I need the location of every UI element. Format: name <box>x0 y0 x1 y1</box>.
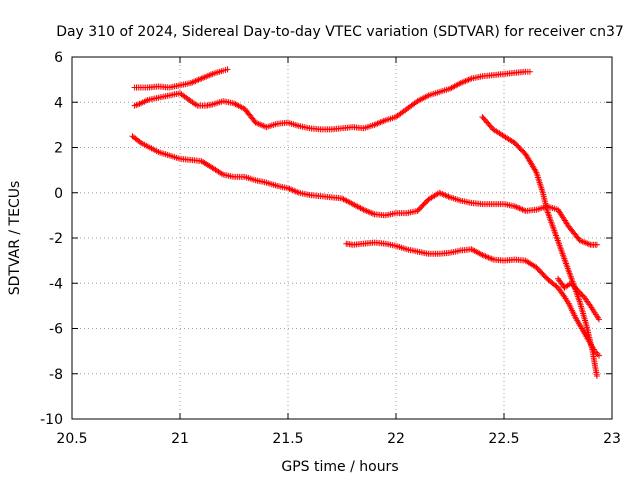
y-tick-label: -6 <box>49 322 63 338</box>
data-point <box>573 285 580 292</box>
series-trace-c <box>129 133 600 248</box>
data-point <box>571 284 578 291</box>
series-trace-a <box>131 66 231 91</box>
y-tick-label: 2 <box>54 141 63 157</box>
chart-title: Day 310 of 2024, Sidereal Day-to-day VTE… <box>56 24 624 40</box>
x-tick-label: 20.5 <box>56 431 87 447</box>
data-point <box>574 287 581 293</box>
x-axis-label: GPS time / hours <box>281 459 398 475</box>
tick-layer: 20.5 21 21.5 22 22.5 23 -10 -8 -6 -4 -2 0 2 4 6 <box>40 50 621 447</box>
y-tick-label: -2 <box>49 231 63 247</box>
x-tick-label: 21 <box>171 431 189 447</box>
y-tick-label: -10 <box>40 412 63 428</box>
x-tick-label: 22 <box>387 431 405 447</box>
y-tick-label: -8 <box>49 367 63 383</box>
series-trace-d <box>479 114 600 379</box>
data-point <box>596 352 602 359</box>
data-point <box>568 280 574 287</box>
y-tick-label: -4 <box>49 276 63 292</box>
series-trace-f <box>555 275 602 323</box>
y-tick-label: 0 <box>54 186 63 202</box>
series-layer <box>129 66 602 379</box>
data-point <box>578 291 585 298</box>
series-trace-e <box>343 239 602 359</box>
data-point <box>593 373 600 379</box>
x-tick-label: 21.5 <box>272 431 303 447</box>
data-point <box>224 66 231 73</box>
data-point <box>596 316 602 323</box>
data-point <box>577 289 583 296</box>
x-tick-label: 23 <box>603 431 621 447</box>
y-tick-label: 4 <box>54 95 63 111</box>
data-point <box>136 138 143 145</box>
data-point <box>575 288 582 295</box>
series-trace-b <box>131 68 533 133</box>
y-tick-label: 6 <box>54 50 63 66</box>
y-axis-label: SDTVAR / TECUs <box>7 181 23 296</box>
data-point <box>526 68 533 75</box>
data-point <box>593 241 600 248</box>
grid-lines <box>72 57 612 419</box>
x-tick-label: 22.5 <box>488 431 519 447</box>
